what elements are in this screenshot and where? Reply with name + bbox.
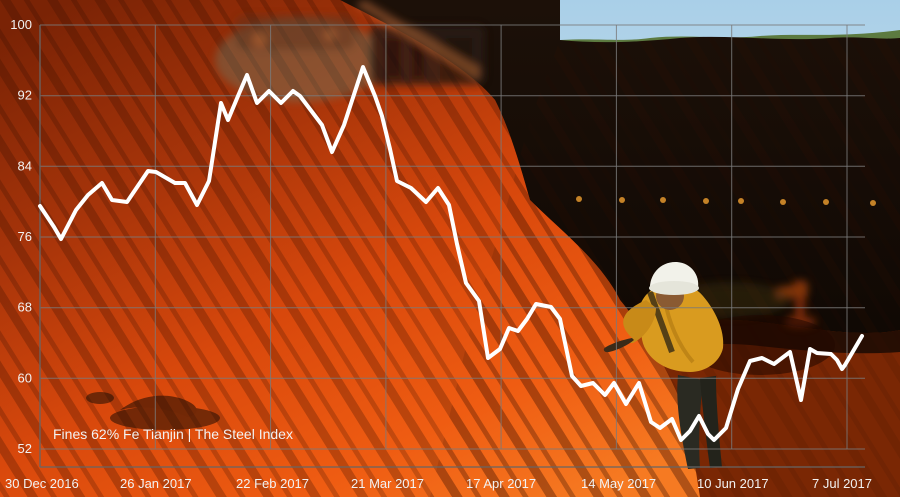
svg-text:60: 60 (18, 370, 32, 385)
svg-text:100: 100 (10, 17, 32, 32)
svg-text:30 Dec 2016: 30 Dec 2016 (5, 476, 79, 491)
svg-text:52: 52 (18, 441, 32, 456)
svg-text:Fines 62% Fe Tianjin | The Ste: Fines 62% Fe Tianjin | The Steel Index (53, 426, 293, 442)
svg-text:92: 92 (18, 88, 32, 103)
svg-text:68: 68 (18, 300, 32, 315)
svg-text:7 Jul 2017: 7 Jul 2017 (812, 476, 872, 491)
svg-text:22 Feb 2017: 22 Feb 2017 (236, 476, 309, 491)
svg-text:26 Jan 2017: 26 Jan 2017 (120, 476, 192, 491)
svg-text:10 Jun 2017: 10 Jun 2017 (697, 476, 769, 491)
svg-text:84: 84 (18, 158, 32, 173)
svg-text:14 May 2017: 14 May 2017 (581, 476, 656, 491)
svg-text:17 Apr 2017: 17 Apr 2017 (466, 476, 536, 491)
svg-text:21 Mar 2017: 21 Mar 2017 (351, 476, 424, 491)
svg-text:76: 76 (18, 229, 32, 244)
